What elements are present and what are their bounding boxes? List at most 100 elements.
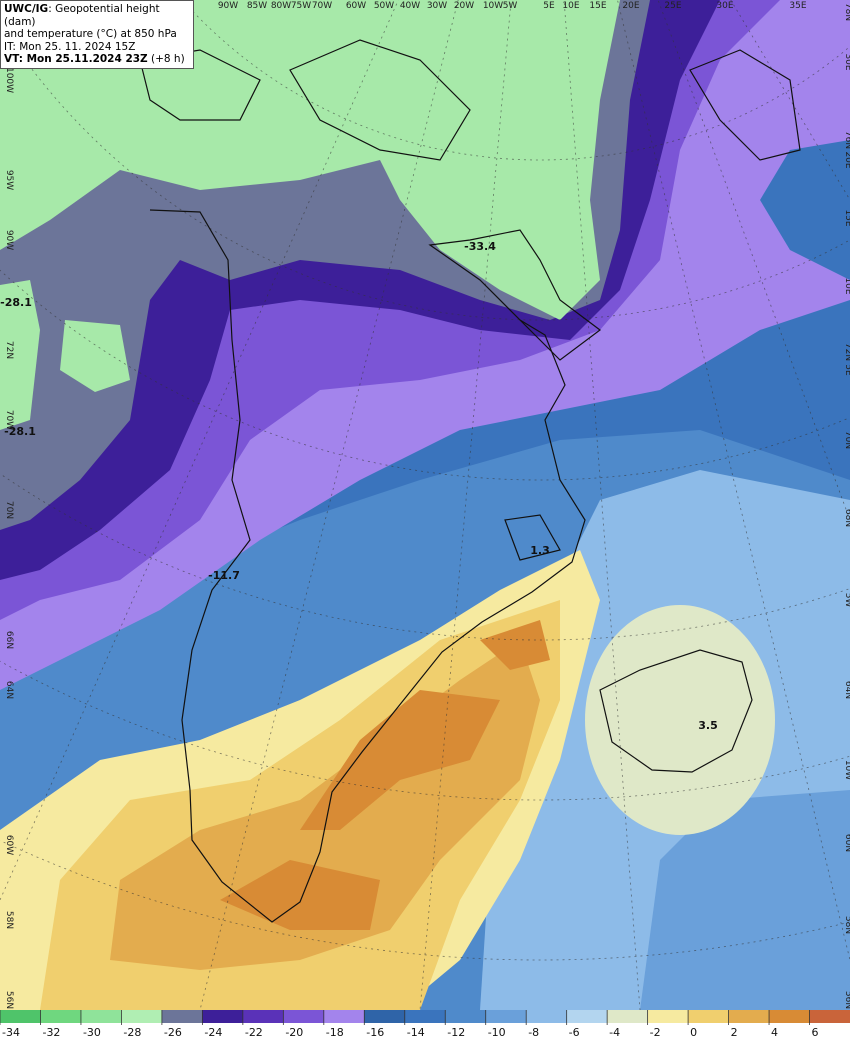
longitude-label: 30E bbox=[716, 1, 733, 11]
edge-label: 66N bbox=[4, 631, 14, 649]
edge-label: 70N bbox=[843, 431, 850, 449]
colorbar-label: -4 bbox=[609, 1026, 620, 1039]
header-line: and temperature (°C) at 850 hPa bbox=[4, 28, 177, 40]
edge-label: 72N bbox=[4, 341, 14, 359]
colorbar: -34 -32 -30 -28 -26 -24 -22 -20 -18 -16 -14 -12 -10-… bbox=[0, 1010, 850, 1039]
longitude-label: 20E bbox=[622, 1, 639, 11]
longitude-label: 40W bbox=[400, 1, 420, 11]
point-value: -28.1 bbox=[0, 296, 32, 309]
edge-label: 60N bbox=[843, 834, 850, 852]
longitude-label: 25E bbox=[664, 1, 681, 11]
point-value: -33.4 bbox=[464, 240, 496, 253]
graticule bbox=[0, 0, 850, 1010]
colorbar-label: -14 bbox=[407, 1026, 425, 1039]
colorbar-label: -30 bbox=[83, 1026, 101, 1039]
edge-label: 5E bbox=[843, 364, 850, 376]
longitude-label: 10W bbox=[483, 1, 503, 11]
edge-label: 15E bbox=[843, 209, 850, 226]
edge-label: 90W bbox=[4, 230, 14, 250]
temperature-field bbox=[0, 0, 850, 1010]
colorbar-swatch bbox=[242, 1010, 284, 1023]
edge-label: 20E bbox=[843, 151, 850, 168]
colorbar-label: -24 bbox=[204, 1026, 222, 1039]
edge-label: 68N bbox=[843, 509, 850, 527]
edge-label: 5W bbox=[843, 593, 850, 608]
longitude-label: 20W bbox=[454, 1, 474, 11]
colorbar-label: -32 bbox=[42, 1026, 60, 1039]
longitude-label: 50W bbox=[374, 1, 394, 11]
longitude-label: 15E bbox=[589, 1, 606, 11]
colorbar-swatch bbox=[566, 1010, 608, 1023]
edge-label: 60W bbox=[4, 835, 14, 855]
colorbar-swatch bbox=[445, 1010, 487, 1023]
colorbar-label: -2 bbox=[650, 1026, 661, 1039]
point-value: -28.1 bbox=[4, 425, 36, 438]
colorbar-label: -16 bbox=[366, 1026, 384, 1039]
colorbar-swatch bbox=[728, 1010, 770, 1023]
colorbar-swatch bbox=[161, 1010, 203, 1023]
colorbar-label: 4 bbox=[771, 1026, 778, 1039]
colorbar-label: 2 bbox=[731, 1026, 738, 1039]
header: UWC/IG: Geopotential height (dam) and te… bbox=[0, 0, 194, 69]
colorbar-label: -10 bbox=[488, 1026, 506, 1039]
longitude-label: 80W bbox=[271, 1, 291, 11]
longitude-label: 35E bbox=[789, 1, 806, 11]
edge-label: 70N bbox=[4, 501, 14, 519]
colorbar-swatch bbox=[283, 1010, 325, 1023]
colorbar-label: -12 bbox=[447, 1026, 465, 1039]
colorbar-label: -28 bbox=[123, 1026, 141, 1039]
colorbar-swatch bbox=[323, 1010, 365, 1023]
edge-label: 58N bbox=[843, 916, 850, 934]
header-vt: VT: Mon 25.11.2024 23Z (+8 h) bbox=[4, 53, 190, 66]
edge-label: 58N bbox=[4, 911, 14, 929]
colorbar-swatch bbox=[121, 1010, 163, 1023]
point-value: 3.5 bbox=[698, 719, 718, 732]
edge-label: 64N bbox=[843, 681, 850, 699]
colorbar-swatch bbox=[688, 1010, 730, 1023]
longitude-label: 70W bbox=[312, 1, 332, 11]
longitude-label: 85W bbox=[247, 1, 267, 11]
colorbar-swatch bbox=[526, 1010, 568, 1023]
colorbar-swatch bbox=[0, 1010, 41, 1023]
edge-label: 76N bbox=[843, 131, 850, 149]
colorbar-label: -18 bbox=[326, 1026, 344, 1039]
colorbar-swatch bbox=[485, 1010, 527, 1023]
edge-label: 10W bbox=[843, 760, 850, 780]
colorbar-label: 6 bbox=[812, 1026, 819, 1039]
colorbar-swatch bbox=[607, 1010, 649, 1023]
colorbar-label: -6 bbox=[569, 1026, 580, 1039]
colorbar-swatch bbox=[40, 1010, 82, 1023]
title-rest: : Geopotential height (dam) bbox=[4, 3, 160, 28]
edge-label: 72N bbox=[843, 343, 850, 361]
edge-label: 70W bbox=[4, 410, 14, 430]
colorbar-label: -20 bbox=[285, 1026, 303, 1039]
colorbar-label: -26 bbox=[164, 1026, 182, 1039]
header-title: UWC/IG: Geopotential height (dam) bbox=[4, 3, 190, 28]
colorbar-swatch bbox=[80, 1010, 122, 1023]
point-value: 1.3 bbox=[530, 544, 550, 557]
colorbar-swatch bbox=[647, 1010, 689, 1023]
colorbar-swatch bbox=[404, 1010, 446, 1023]
edge-label: 10E bbox=[843, 277, 850, 294]
longitude-label: 5W bbox=[503, 1, 518, 11]
longitude-label: 90W bbox=[218, 1, 238, 11]
colorbar-swatch bbox=[809, 1010, 850, 1023]
map-labels: 90W 85W 80W 75W 70W 60W 50W 40W 30W 20W 10W 5W 5E 10E… bbox=[0, 1, 850, 1009]
colorbar-label: 0 bbox=[690, 1026, 697, 1039]
colorbar-swatch bbox=[202, 1010, 244, 1023]
point-value: -11.7 bbox=[208, 569, 240, 582]
vt-bold: VT: Mon 25.11.2024 23Z bbox=[4, 53, 148, 65]
longitude-label: 60W bbox=[346, 1, 366, 11]
longitude-label: 75W bbox=[291, 1, 311, 11]
colorbar-swatch bbox=[769, 1010, 811, 1023]
edge-label: 56N bbox=[4, 991, 14, 1009]
edge-label: 95W bbox=[4, 170, 14, 190]
colorbar-label: -34 bbox=[2, 1026, 20, 1039]
longitude-label: 5E bbox=[543, 1, 555, 11]
longitude-label: 10E bbox=[562, 1, 579, 11]
longitude-label: 30W bbox=[427, 1, 447, 11]
title-bold: UWC/IG bbox=[4, 3, 49, 15]
coastlines bbox=[139, 39, 801, 923]
map: 90W 85W 80W 75W 70W 60W 50W 40W 30W 20W 10W 5W 5E 10E… bbox=[0, 0, 850, 1010]
colorbar-label: -22 bbox=[245, 1026, 263, 1039]
